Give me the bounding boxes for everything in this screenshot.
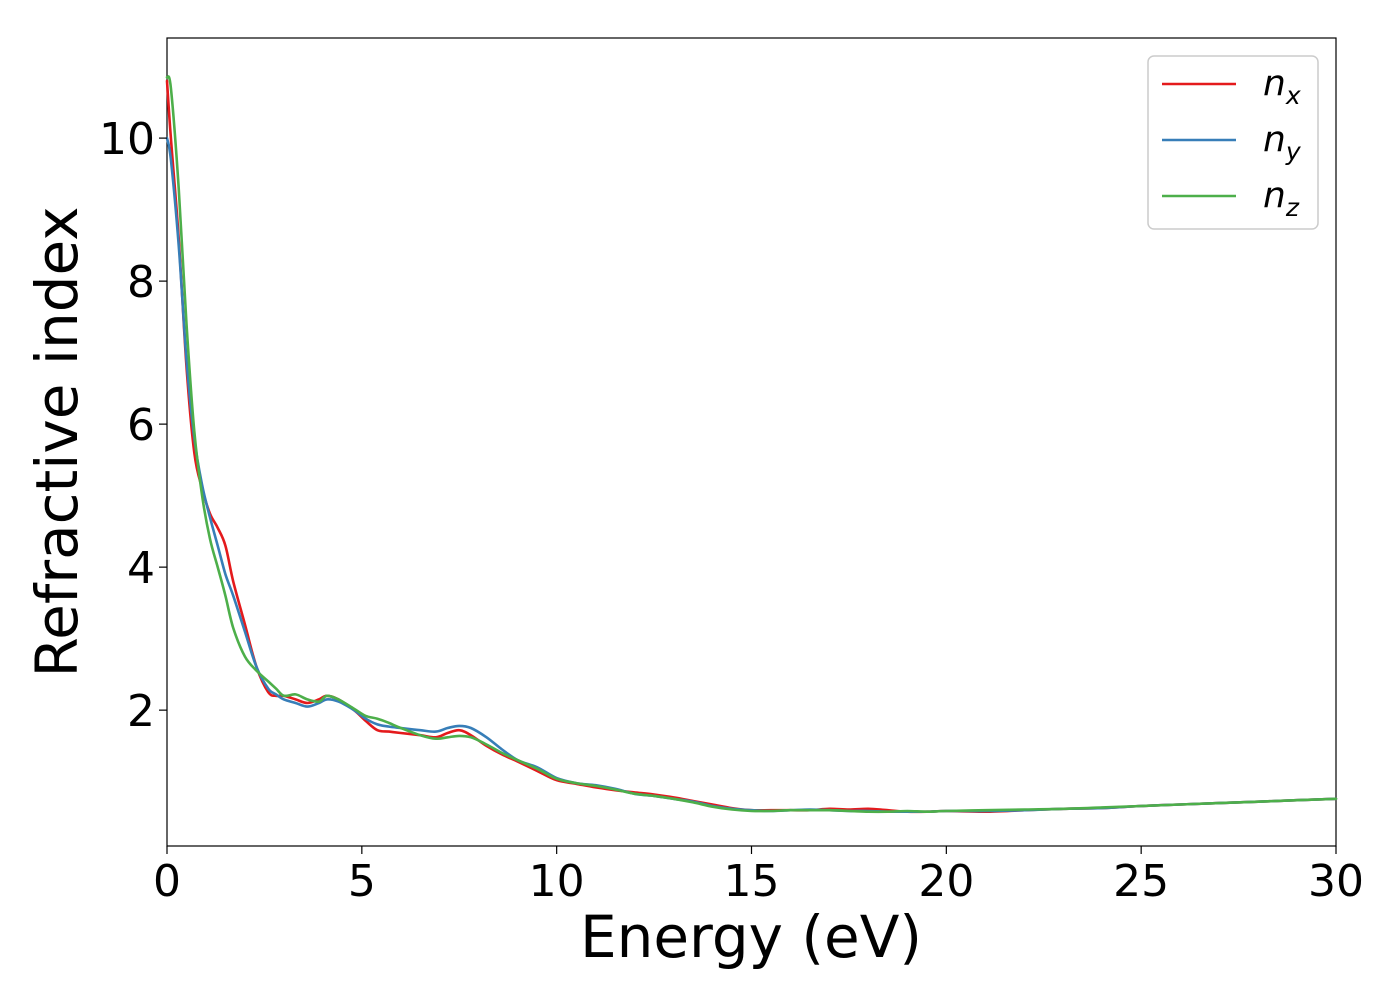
y-tick-label: 4 — [127, 543, 155, 594]
legend-box — [1147, 55, 1319, 230]
y-tick-label: 8 — [127, 257, 155, 308]
x-axis-title: Energy (eV) — [580, 903, 922, 971]
x-tick-label: 0 — [153, 856, 181, 907]
y-axis-ticks: 2 4 6 8 10 — [99, 114, 167, 737]
legend-label-y: ny — [1263, 119, 1302, 166]
x-tick-label: 15 — [724, 856, 780, 907]
legend-label-x: nx — [1263, 63, 1301, 110]
series-layer — [165, 75, 1338, 814]
x-tick-label: 10 — [529, 856, 585, 907]
legend-label-z: nz — [1263, 175, 1300, 222]
legend: nx ny nz — [1147, 55, 1319, 230]
y-tick-label: 10 — [99, 114, 155, 165]
y-tick-label: 2 — [127, 686, 155, 737]
x-tick-label: 30 — [1308, 856, 1364, 907]
series-line-z — [165, 75, 1338, 814]
x-tick-label: 20 — [918, 856, 974, 907]
x-tick-label: 25 — [1113, 856, 1169, 907]
x-axis-ticks: 0 5 10 15 20 25 30 — [153, 846, 1364, 907]
plot-area — [166, 37, 1337, 847]
y-tick-label: 6 — [127, 400, 155, 451]
y-axis-title: Refractive index — [23, 206, 91, 677]
x-tick-label: 5 — [348, 856, 376, 907]
